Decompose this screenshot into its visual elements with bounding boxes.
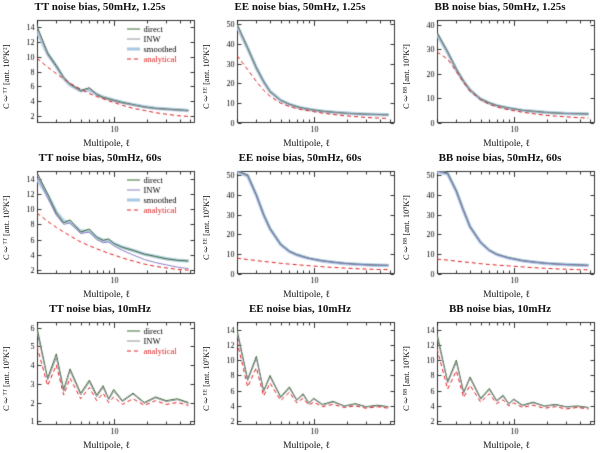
y-axis-label: Cℓᴱᴱ [ant. 10⁹K²] bbox=[201, 195, 211, 260]
plot-canvas-ee-50mhz-60s bbox=[213, 166, 400, 289]
plot-canvas-ee-10mhz bbox=[213, 317, 400, 440]
y-axis-label: Cℓᴮᴮ [ant. 10⁹K²] bbox=[401, 44, 411, 109]
y-axis-label: Cℓᴱᴱ [ant. 10⁹K²] bbox=[201, 346, 211, 411]
y-axis-label: Cℓᴮᴮ [ant. 10⁹K²] bbox=[401, 195, 411, 260]
chart-title: EE noise bias, 50mHz, 60s bbox=[238, 152, 362, 164]
panel-bb-50mhz-125s: BB noise bias, 50mHz, 1.25s Cℓᴮᴮ [ant. 1… bbox=[400, 0, 600, 151]
panel-ee-50mhz-60s: EE noise bias, 50mHz, 60s Cℓᴱᴱ [ant. 10⁹… bbox=[200, 151, 400, 302]
x-axis-label: Multipole, ℓ bbox=[483, 139, 530, 149]
y-axis-label: Cℓᵀᵀ [ant. 10⁹K²] bbox=[1, 195, 11, 260]
panel-tt-50mhz-60s: TT noise bias, 50mHz, 60s Cℓᵀᵀ [ant. 10⁹… bbox=[0, 151, 200, 302]
panel-tt-10mhz: TT noise bias, 10mHz Cℓᵀᵀ [ant. 10⁹K²] M… bbox=[0, 302, 200, 453]
plot-canvas-tt-50mhz-125s bbox=[13, 15, 200, 138]
panel-tt-50mhz-125s: TT noise bias, 50mHz, 1.25s Cℓᵀᵀ [ant. 1… bbox=[0, 0, 200, 151]
panel-bb-50mhz-60s: BB noise bias, 50mHz, 60s Cℓᴮᴮ [ant. 10⁹… bbox=[400, 151, 600, 302]
x-axis-label: Multipole, ℓ bbox=[83, 290, 130, 300]
x-axis-label: Multipole, ℓ bbox=[283, 290, 330, 300]
x-axis-label: Multipole, ℓ bbox=[283, 139, 330, 149]
y-axis-label: Cℓᵀᵀ [ant. 10⁹K²] bbox=[1, 346, 11, 411]
chart-title: BB noise bias, 50mHz, 60s bbox=[438, 152, 562, 164]
plot-canvas-bb-50mhz-60s bbox=[413, 166, 600, 289]
y-axis-label: Cℓᵀᵀ [ant. 10⁹K²] bbox=[1, 44, 11, 109]
chart-title: BB noise bias, 10mHz bbox=[448, 303, 552, 315]
y-axis-label: Cℓᴱᴱ [ant. 10⁹K²] bbox=[201, 44, 211, 109]
chart-title: EE noise bias, 50mHz, 1.25s bbox=[234, 1, 366, 13]
chart-title: BB noise bias, 50mHz, 1.25s bbox=[434, 1, 566, 13]
plot-canvas-tt-10mhz bbox=[13, 317, 200, 440]
panel-bb-10mhz: BB noise bias, 10mHz Cℓᴮᴮ [ant. 10⁹K²] M… bbox=[400, 302, 600, 453]
panel-ee-10mhz: EE noise bias, 10mHz Cℓᴱᴱ [ant. 10⁹K²] M… bbox=[200, 302, 400, 453]
chart-title: EE noise bias, 10mHz bbox=[248, 303, 352, 315]
plot-canvas-ee-50mhz-125s bbox=[213, 15, 400, 138]
plot-canvas-bb-50mhz-125s bbox=[413, 15, 600, 138]
chart-title: TT noise bias, 50mHz, 1.25s bbox=[34, 1, 166, 13]
plot-canvas-bb-10mhz bbox=[413, 317, 600, 440]
x-axis-label: Multipole, ℓ bbox=[283, 441, 330, 451]
x-axis-label: Multipole, ℓ bbox=[483, 290, 530, 300]
chart-title: TT noise bias, 10mHz bbox=[49, 303, 151, 315]
panel-ee-50mhz-125s: EE noise bias, 50mHz, 1.25s Cℓᴱᴱ [ant. 1… bbox=[200, 0, 400, 151]
y-axis-label: Cℓᴮᴮ [ant. 10⁹K²] bbox=[401, 346, 411, 411]
chart-title: TT noise bias, 50mHz, 60s bbox=[38, 152, 162, 164]
x-axis-label: Multipole, ℓ bbox=[483, 441, 530, 451]
x-axis-label: Multipole, ℓ bbox=[83, 139, 130, 149]
plot-canvas-tt-50mhz-60s bbox=[13, 166, 200, 289]
x-axis-label: Multipole, ℓ bbox=[83, 441, 130, 451]
